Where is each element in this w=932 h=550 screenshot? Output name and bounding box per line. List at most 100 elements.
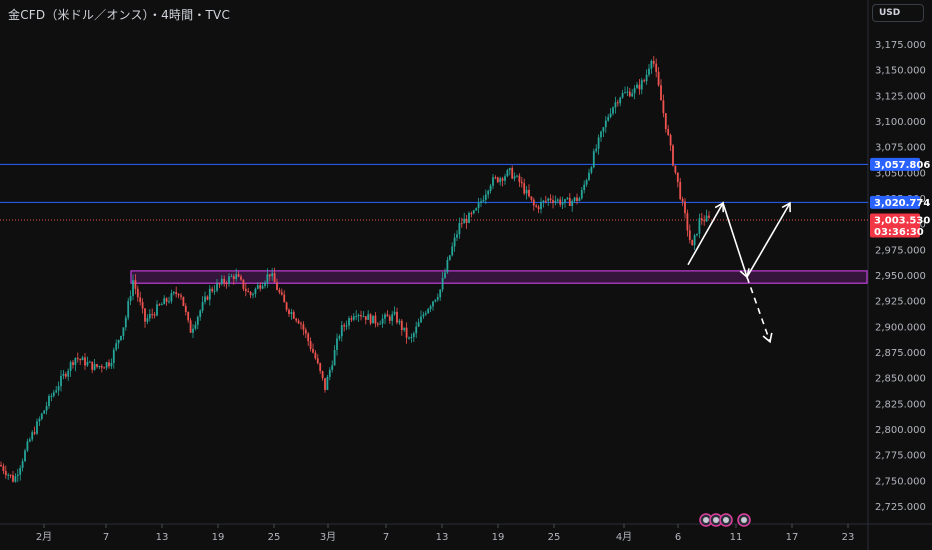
candle-body (628, 91, 631, 97)
y-tick-label: 3,150.000 (875, 66, 926, 77)
candle-body (700, 218, 703, 221)
candle-body (204, 296, 206, 303)
candle-body (55, 390, 58, 393)
support-zone[interactable] (130, 270, 868, 284)
candle-body (691, 239, 694, 246)
candle-body (568, 197, 571, 206)
candle-body (693, 235, 696, 246)
y-tick-label: 2,825.000 (875, 399, 926, 410)
candle-body (225, 283, 228, 285)
y-tick-label: 2,750.000 (875, 476, 926, 487)
candle-body (518, 175, 521, 182)
candle-body (230, 276, 233, 278)
candle-body (405, 327, 408, 338)
candle-body (216, 283, 218, 291)
candle-body (153, 314, 156, 316)
candle-body (295, 318, 298, 321)
event-flag-dot (723, 517, 729, 523)
candle-body (7, 474, 10, 476)
candle-body (484, 194, 487, 200)
projection-arrowhead (714, 201, 725, 213)
candle-body (208, 288, 211, 300)
y-tick-label: 3,075.000 (875, 143, 926, 154)
candle-body (151, 313, 154, 315)
candle-body (103, 367, 106, 369)
candle-body (590, 167, 593, 173)
candle-body (417, 322, 420, 327)
candle-body (261, 285, 264, 289)
candle-body (393, 311, 396, 315)
hline-price-tag-label: 3,057.806 (874, 160, 930, 171)
candle-body (487, 190, 490, 195)
candle-body (88, 361, 91, 363)
candle-body (271, 273, 274, 277)
economic-events[interactable] (699, 513, 751, 527)
candle-body (314, 352, 317, 359)
currency-selector[interactable]: USD (872, 4, 924, 22)
candle-body (520, 181, 523, 184)
candle-body (28, 439, 31, 442)
y-tick-label: 2,975.000 (875, 245, 926, 256)
candle-body (703, 220, 706, 222)
projection-dashed-path[interactable] (746, 276, 771, 343)
candle-body (33, 432, 36, 434)
x-tick-label: 11 (730, 532, 743, 543)
candle-body (307, 333, 310, 342)
candle-body (300, 323, 302, 325)
candle-body (316, 358, 319, 364)
candle-body (444, 272, 446, 278)
candle-body (583, 184, 586, 190)
candle-body (182, 296, 185, 306)
candle-body (139, 297, 142, 303)
candle-body (268, 274, 271, 277)
candle-body (460, 223, 463, 225)
candle-body (621, 93, 624, 98)
candle-body (376, 323, 379, 325)
event-flag-dot (713, 517, 719, 523)
candle-body (242, 279, 245, 289)
candle-body (367, 314, 370, 320)
candle-body (403, 327, 406, 331)
candle-body (492, 177, 494, 186)
candle-body (168, 301, 170, 303)
candle-body (240, 276, 242, 280)
candle-body (537, 206, 540, 210)
candle-body (340, 325, 343, 337)
y-tick-label: 2,875.000 (875, 348, 926, 359)
candle-body (280, 292, 283, 295)
y-tick-label: 3,125.000 (875, 91, 926, 102)
candle-body (352, 316, 355, 320)
candles (0, 55, 710, 483)
candle-body (108, 362, 110, 367)
candle-body (297, 320, 300, 324)
candle-body (256, 285, 259, 289)
candle-body (576, 197, 578, 201)
candle-body (472, 210, 475, 214)
candle-body (552, 200, 554, 203)
projection-path[interactable] (687, 201, 791, 280)
candle-body (501, 178, 504, 181)
candle-body (705, 215, 708, 222)
candle-body (350, 318, 353, 320)
candle-body (292, 312, 295, 319)
candle-body (288, 309, 290, 315)
candle-body (266, 274, 269, 283)
x-tick-label: 3月 (320, 531, 336, 543)
candle-body (640, 80, 643, 90)
candle-body (662, 100, 665, 114)
candle-body (362, 316, 365, 318)
candle-body (100, 366, 103, 368)
candle-body (549, 198, 552, 201)
candle-body (57, 386, 60, 391)
candle-body (259, 285, 262, 289)
candle-body (679, 181, 682, 200)
candle-body (643, 80, 646, 82)
candle-body (604, 120, 607, 128)
candle-body (561, 202, 564, 205)
candle-body (345, 325, 348, 327)
candle-body (592, 151, 595, 168)
candle-body (312, 348, 314, 353)
candle-body (324, 378, 326, 390)
candle-body (513, 176, 516, 179)
